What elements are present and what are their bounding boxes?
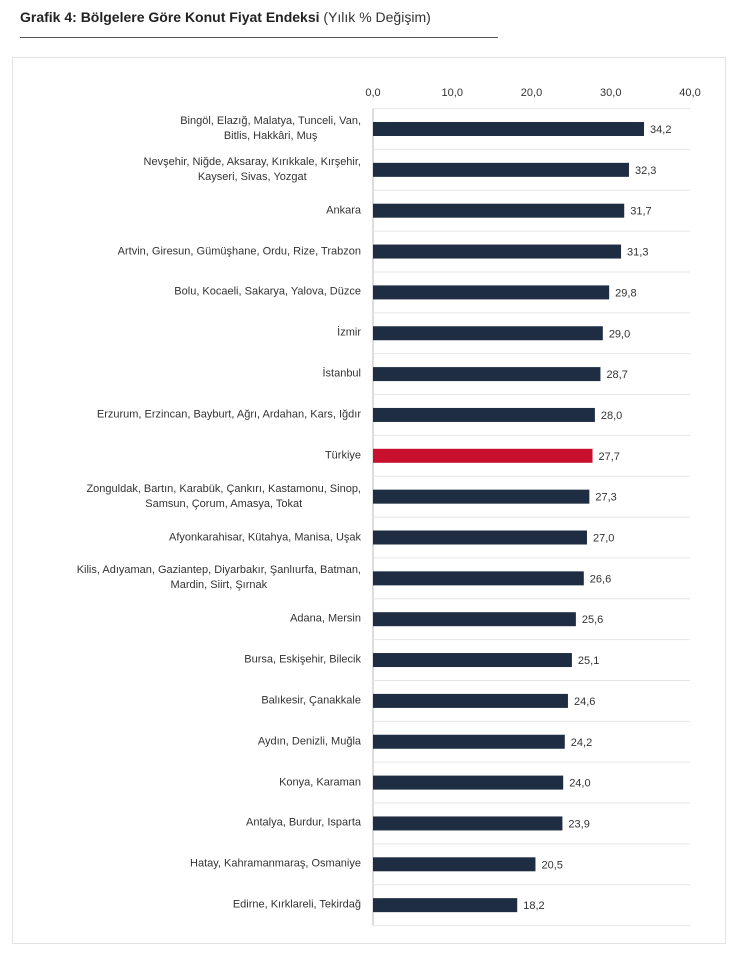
category-label: İzmir — [337, 326, 361, 339]
value-label: 34,2 — [650, 124, 671, 136]
bar — [373, 203, 625, 218]
bar — [373, 489, 590, 504]
x-tick-label: 40,0 — [679, 87, 700, 99]
value-label: 29,8 — [615, 287, 636, 299]
bar — [373, 326, 603, 341]
x-tick-label: 10,0 — [442, 87, 463, 99]
chart-title-main: Grafik 4: Bölgelere Göre Konut Fiyat End… — [20, 9, 320, 25]
category-label: Ankara — [326, 204, 361, 217]
bar — [373, 898, 518, 913]
chart-frame — [12, 57, 726, 944]
bar-turkiye — [373, 448, 593, 463]
value-label: 31,3 — [627, 247, 648, 259]
value-label: 28,7 — [606, 369, 627, 381]
category-label: Adana, Mersin — [290, 612, 361, 625]
category-label: Erzurum, Erzincan, Bayburt, Ağrı, Ardaha… — [96, 408, 361, 421]
value-label: 27,0 — [593, 533, 614, 545]
bar — [373, 367, 601, 382]
value-label: 25,6 — [582, 614, 603, 626]
bar — [373, 122, 645, 136]
category-label: Bingöl, Elazığ, Malatya, Tunceli, Van, B… — [180, 115, 361, 142]
value-label: 24,0 — [569, 778, 590, 790]
bar — [373, 693, 568, 708]
value-label: 27,7 — [599, 451, 620, 463]
category-label: Hatay, Kahramanmaraş, Osmaniye — [190, 857, 361, 870]
category-label: Aydın, Denizli, Muğla — [257, 735, 361, 748]
value-label: 25,1 — [578, 655, 599, 667]
category-label: Nevşehir, Niğde, Aksaray, Kırıkkale, Kır… — [143, 155, 361, 183]
value-label: 31,7 — [630, 206, 651, 218]
category-label: Bursa, Eskişehir, Bilecik — [244, 653, 361, 666]
value-label: 24,2 — [571, 737, 592, 749]
chart-title: Grafik 4: Bölgelere Göre Konut Fiyat End… — [20, 9, 431, 25]
bar — [373, 530, 587, 545]
bar — [373, 775, 564, 790]
value-label: 24,6 — [574, 696, 595, 708]
category-label: Kilis, Adıyaman, Gaziantep, Diyarbakır, … — [76, 564, 361, 592]
value-label: 28,0 — [601, 410, 622, 422]
value-label: 23,9 — [568, 818, 589, 830]
category-label: İstanbul — [322, 367, 361, 380]
category-label: Balıkesir, Çanakkale — [261, 694, 361, 707]
category-label: Artvin, Giresun, Gümüşhane, Ordu, Rize, … — [117, 245, 361, 258]
title-underline — [20, 37, 498, 38]
value-label: 27,3 — [595, 492, 616, 504]
bar — [373, 612, 576, 627]
category-label: Afyonkarahisar, Kütahya, Manisa, Uşak — [169, 531, 361, 543]
bar — [373, 244, 622, 259]
bar — [373, 162, 629, 177]
bar — [373, 857, 536, 872]
chart-subtitle: (Yılık % Değişim) — [323, 9, 431, 25]
bar — [373, 734, 565, 749]
value-label: 20,5 — [541, 859, 562, 871]
bar — [373, 816, 563, 831]
category-label: Türkiye — [324, 449, 361, 462]
category-label: Antalya, Burdur, Isparta — [246, 816, 361, 829]
category-label: Edirne, Kırklareli, Tekirdağ — [232, 898, 361, 911]
value-label: 18,2 — [523, 900, 544, 912]
value-label: 26,6 — [590, 573, 611, 585]
bar — [373, 571, 584, 586]
value-label: 32,3 — [635, 165, 656, 177]
bar — [373, 407, 595, 422]
category-label: Zonguldak, Bartın, Karabük, Çankırı, Kas… — [86, 482, 361, 510]
value-label: 29,0 — [609, 328, 630, 340]
x-tick-label: 0,0 — [365, 87, 380, 99]
x-tick-label: 20,0 — [521, 87, 542, 99]
bar — [373, 285, 610, 300]
category-label: Konya, Karaman — [279, 776, 361, 789]
x-tick-label: 30,0 — [600, 87, 621, 99]
bar — [373, 653, 572, 668]
category-label: Bolu, Kocaeli, Sakarya, Yalova, Düzce — [174, 285, 361, 298]
